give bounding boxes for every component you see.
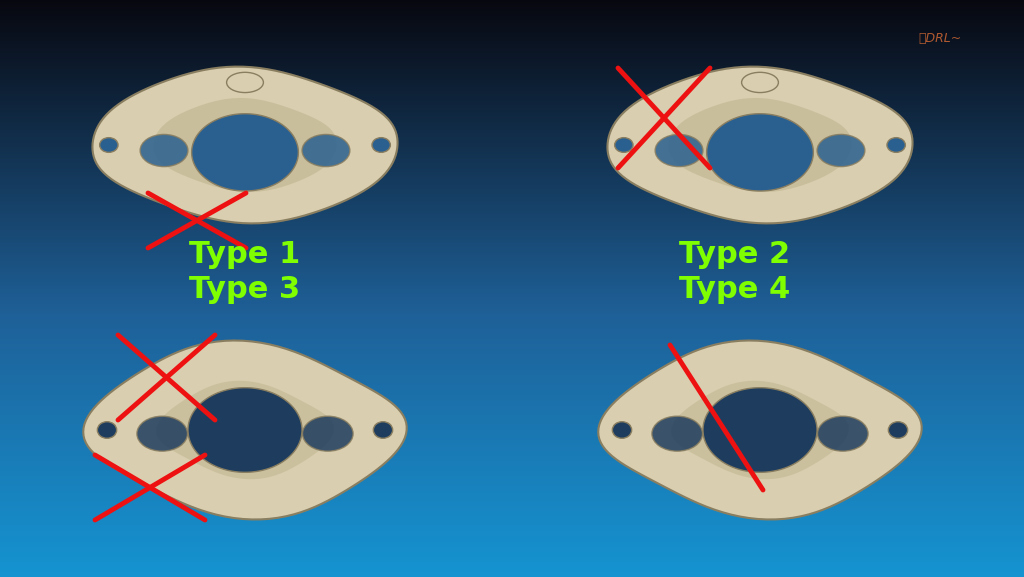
Ellipse shape	[302, 134, 350, 167]
Text: Type 2
Type 4: Type 2 Type 4	[679, 239, 791, 305]
Polygon shape	[156, 381, 334, 479]
Polygon shape	[669, 98, 852, 192]
Polygon shape	[707, 114, 813, 191]
Ellipse shape	[887, 138, 905, 152]
Ellipse shape	[140, 134, 188, 167]
Polygon shape	[83, 340, 407, 519]
Ellipse shape	[652, 416, 702, 451]
Ellipse shape	[889, 422, 907, 439]
Text: Type 1
Type 3: Type 1 Type 3	[189, 239, 301, 305]
Ellipse shape	[612, 422, 632, 439]
Polygon shape	[92, 66, 397, 223]
Ellipse shape	[226, 72, 263, 92]
Polygon shape	[154, 98, 337, 192]
Text: 꼬DRL~: 꼬DRL~	[919, 32, 962, 44]
Ellipse shape	[374, 422, 392, 439]
Ellipse shape	[817, 416, 868, 451]
Ellipse shape	[99, 138, 118, 152]
Polygon shape	[598, 340, 922, 519]
Ellipse shape	[302, 416, 353, 451]
Ellipse shape	[655, 134, 702, 167]
Polygon shape	[191, 114, 298, 191]
Ellipse shape	[614, 138, 633, 152]
Polygon shape	[607, 66, 912, 223]
Polygon shape	[703, 388, 817, 473]
Polygon shape	[188, 388, 302, 473]
Ellipse shape	[817, 134, 865, 167]
Ellipse shape	[372, 138, 390, 152]
Ellipse shape	[137, 416, 187, 451]
Ellipse shape	[97, 422, 117, 439]
Ellipse shape	[741, 72, 778, 92]
Polygon shape	[671, 381, 849, 479]
